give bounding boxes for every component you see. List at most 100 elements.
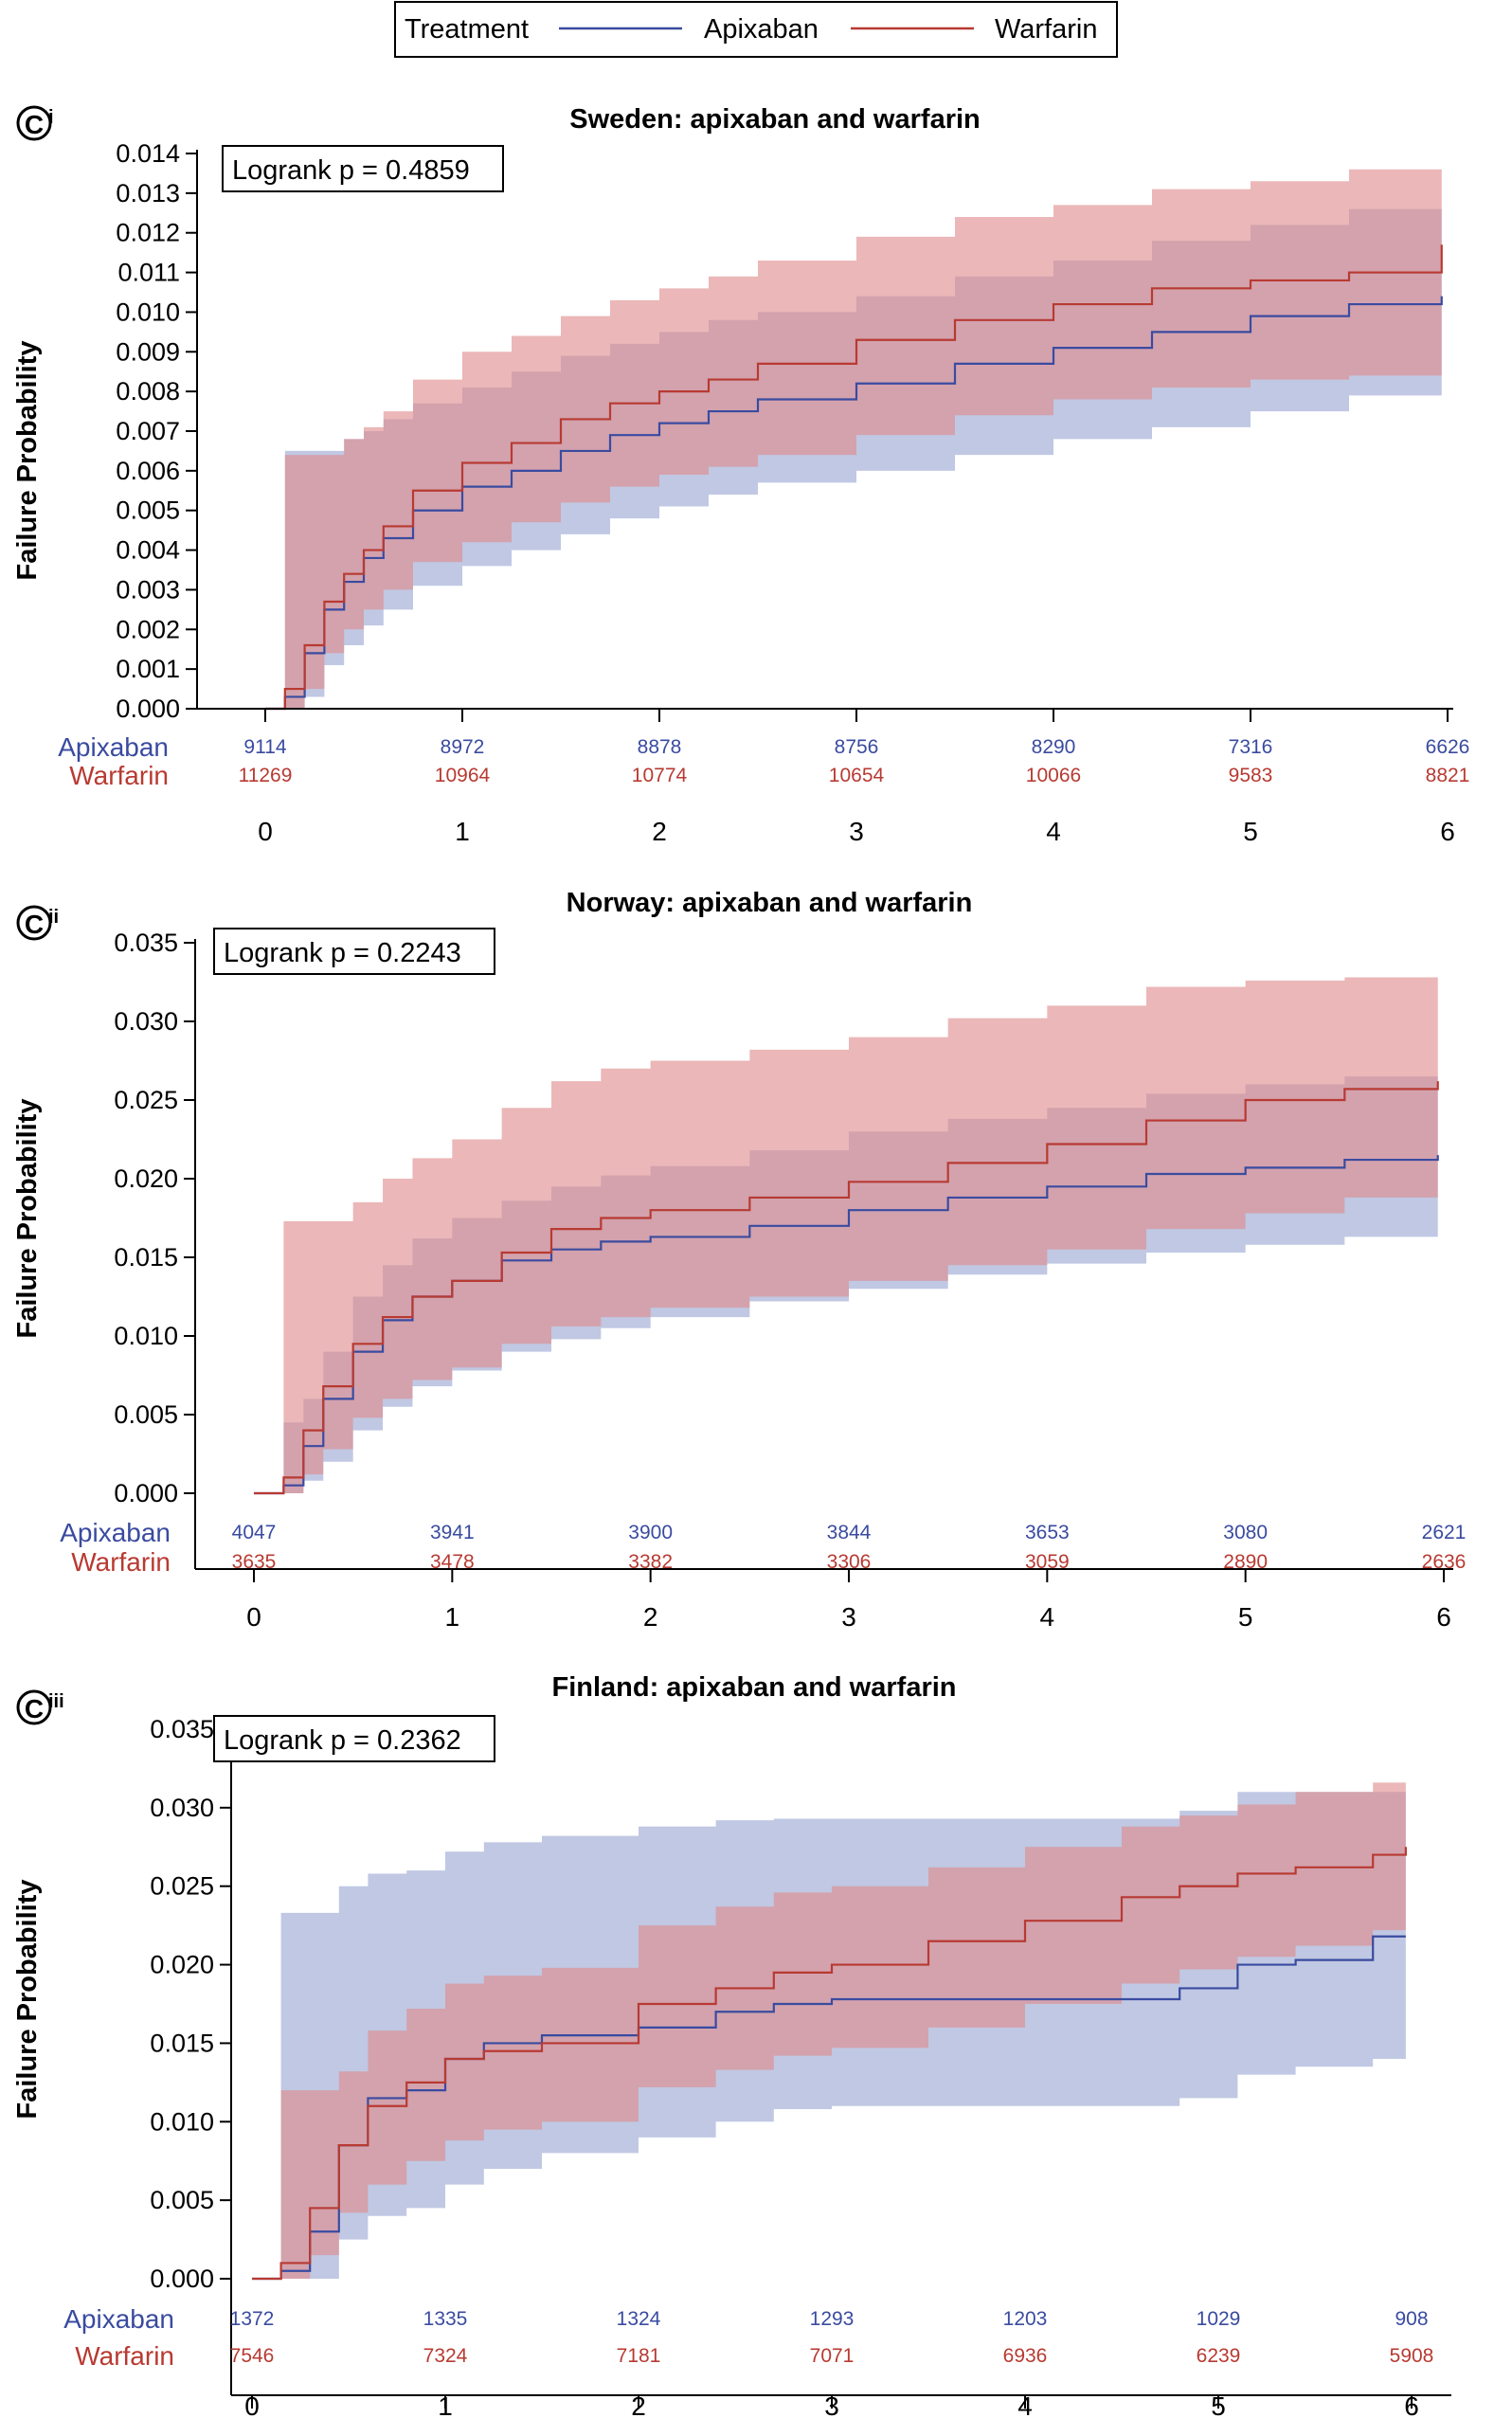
risk-count: 11269 <box>239 765 293 786</box>
legend-warfarin-label: Warfarin <box>995 14 1098 45</box>
risk-count: 9114 <box>243 736 286 758</box>
risk-count: 2890 <box>1223 1551 1268 1573</box>
logrank-box <box>213 1715 495 1762</box>
panel-letter: C <box>25 1694 44 1723</box>
y-tick-label: 0.030 <box>150 1794 214 1822</box>
x-tick-label: 3 <box>824 2391 839 2418</box>
panel-i: Sweden: apixaban and warfarin C i 0.000 0.00… <box>12 104 1469 846</box>
y-tick-label: 0.000 <box>114 1479 178 1507</box>
panel-badge <box>16 105 52 141</box>
x-tick-label: 0 <box>258 817 273 846</box>
y-tick-label: 0.011 <box>117 259 180 287</box>
x-tick-label: 6 <box>1440 817 1455 846</box>
risk-count: 3900 <box>628 1522 673 1543</box>
risk-count: 1293 <box>810 2308 855 2330</box>
risk-row-label-warfarin: Warfarin <box>75 2341 174 2371</box>
panel-roman-numeral: ii <box>48 907 59 928</box>
ci-band-warfarin <box>265 149 1442 710</box>
risk-count: 2636 <box>1422 1551 1467 1573</box>
y-axis-label: Failure Probability <box>12 1099 43 1339</box>
risk-row-label-apixaban: Apixaban <box>58 732 169 762</box>
y-tick-label: 0.030 <box>114 1007 178 1036</box>
risk-count: 6936 <box>1003 2345 1048 2367</box>
risk-count: 908 <box>1395 2308 1428 2330</box>
risk-count: 10654 <box>829 765 885 786</box>
x-tick-label: 5 <box>1238 1602 1253 1632</box>
y-axis-label: Failure Probability <box>12 341 43 581</box>
panel-title: Norway: apixaban and warfarin <box>567 888 973 918</box>
risk-count: 6626 <box>1426 736 1470 758</box>
risk-count: 3941 <box>430 1522 475 1543</box>
logrank-box <box>213 928 495 975</box>
risk-count: 7324 <box>423 2345 468 2367</box>
panel-roman-numeral: iii <box>48 1691 64 1712</box>
risk-count: 1372 <box>230 2308 275 2330</box>
survival-line-apixaban <box>265 296 1443 711</box>
y-tick-label: 0.015 <box>150 2029 214 2057</box>
panel-badge <box>16 905 52 941</box>
logrank-label: Logrank p = 0.2362 <box>224 1725 461 1756</box>
legend-apixaban-label: Apixaban <box>704 14 819 45</box>
x-tick-label: 2 <box>652 817 667 846</box>
risk-count: 1029 <box>1197 2308 1241 2330</box>
y-tick-label: 0.001 <box>116 655 180 683</box>
y-tick-label: 0.010 <box>116 298 180 326</box>
survival-line-warfarin <box>252 1847 1407 2281</box>
panel-letter: C <box>25 910 44 939</box>
y-tick-label: 0.007 <box>116 417 180 445</box>
risk-count: 3653 <box>1025 1522 1070 1543</box>
survival-line-warfarin <box>265 244 1443 711</box>
risk-count: 3844 <box>827 1522 872 1543</box>
risk-count: 5908 <box>1390 2345 1434 2367</box>
x-tick-label: 2 <box>631 2391 646 2418</box>
x-tick-label: 4 <box>1017 2391 1033 2418</box>
risk-count: 7316 <box>1229 736 1273 758</box>
y-tick-label: 0.009 <box>116 337 180 366</box>
risk-count: 10774 <box>632 765 688 786</box>
ci-band-warfarin <box>254 974 1438 1493</box>
y-tick-label: 0.008 <box>116 377 180 406</box>
panel-ii: Norway: apixaban and warfarin C ii 0.000 0.0… <box>12 888 1466 1632</box>
y-tick-label: 0.035 <box>114 929 178 957</box>
risk-count: 2621 <box>1422 1522 1467 1543</box>
ci-band-warfarin <box>252 1776 1406 2279</box>
y-axis-label: Failure Probability <box>12 1880 43 2120</box>
panel-title: Finland: apixaban and warfarin <box>551 1672 956 1703</box>
x-tick-label: 0 <box>244 2391 260 2418</box>
y-tick-label: 0.004 <box>116 536 180 565</box>
y-tick-label: 0.025 <box>114 1086 178 1114</box>
x-tick-label: 1 <box>438 2391 453 2418</box>
risk-count: 1324 <box>617 2308 661 2330</box>
y-tick-label: 0.000 <box>116 695 180 723</box>
panel-badge <box>16 1689 52 1725</box>
y-tick-label: 0.010 <box>150 2107 214 2136</box>
risk-count: 7546 <box>230 2345 275 2367</box>
risk-count: 6239 <box>1197 2345 1241 2367</box>
x-tick-label: 2 <box>643 1602 658 1632</box>
y-tick-label: 0.013 <box>116 179 180 208</box>
legend: Treatment Apixaban Warfarin <box>394 1 1118 58</box>
y-tick-label: 0.020 <box>114 1164 178 1193</box>
risk-row-label-apixaban: Apixaban <box>63 2304 174 2334</box>
risk-row-label-warfarin: Warfarin <box>69 761 169 790</box>
survival-line-apixaban <box>254 1155 1439 1495</box>
risk-count: 8756 <box>835 736 879 758</box>
y-tick-label: 0.005 <box>114 1400 178 1429</box>
risk-count: 3635 <box>232 1551 277 1573</box>
x-tick-label: 3 <box>841 1602 856 1632</box>
panel-iii: Finland: apixaban and warfarin C iii 0.000 0… <box>12 1672 1451 2418</box>
y-tick-label: 0.000 <box>150 2265 214 2293</box>
risk-count: 9583 <box>1229 765 1273 786</box>
risk-count: 3059 <box>1025 1551 1070 1573</box>
panels: Sweden: apixaban and warfarin C i 0.000 0.00… <box>12 104 1469 2418</box>
x-tick-label: 5 <box>1243 817 1258 846</box>
y-tick-label: 0.005 <box>150 2186 214 2214</box>
risk-count: 3478 <box>430 1551 475 1573</box>
x-tick-label: 4 <box>1040 1602 1055 1632</box>
logrank-label: Logrank p = 0.4859 <box>232 155 470 186</box>
panel-letter: C <box>25 110 44 139</box>
risk-count: 10964 <box>435 765 491 786</box>
y-tick-label: 0.015 <box>114 1243 178 1272</box>
x-tick-label: 6 <box>1436 1602 1451 1632</box>
risk-count: 7071 <box>810 2345 855 2367</box>
